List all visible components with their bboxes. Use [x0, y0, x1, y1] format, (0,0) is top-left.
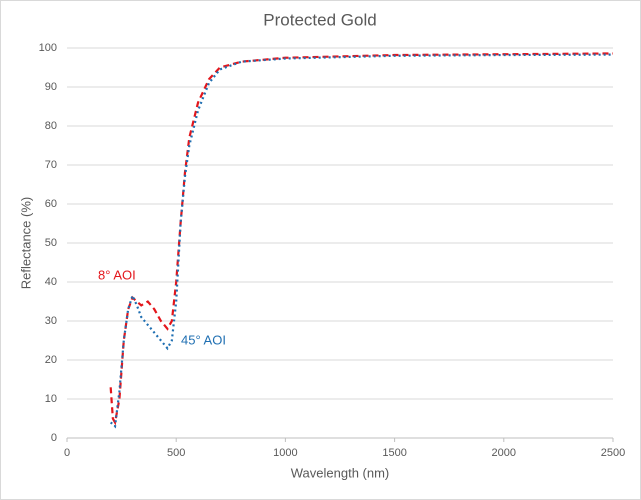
y-tick-label: 100: [39, 42, 57, 54]
x-tick-label: 1000: [273, 447, 297, 459]
x-axis-title: Wavelength (nm): [291, 465, 390, 480]
y-tick-label: 20: [45, 354, 57, 366]
x-tick-label: 500: [167, 447, 185, 459]
y-tick-label: 10: [45, 393, 57, 405]
data-line: [109, 53, 614, 429]
series-annotation: 8° AOI: [98, 267, 136, 282]
x-tick-label: 2000: [492, 447, 516, 459]
data-line: [109, 52, 614, 426]
y-tick-label: 80: [45, 120, 57, 132]
x-tick-label: 1500: [382, 447, 406, 459]
chart-title: Protected Gold: [263, 10, 376, 29]
y-tick-label: 30: [45, 315, 57, 327]
y-tick-label: 0: [51, 432, 57, 444]
y-tick-label: 60: [45, 198, 57, 210]
y-tick-label: 90: [45, 81, 57, 93]
x-tick-label: 2500: [601, 447, 625, 459]
y-tick-label: 70: [45, 159, 57, 171]
y-tick-label: 50: [45, 237, 57, 249]
y-axis-title: Reflectance (%): [18, 197, 33, 289]
x-tick-label: 0: [64, 447, 70, 459]
y-tick-label: 40: [45, 276, 57, 288]
series-annotation: 45° AOI: [181, 332, 226, 347]
